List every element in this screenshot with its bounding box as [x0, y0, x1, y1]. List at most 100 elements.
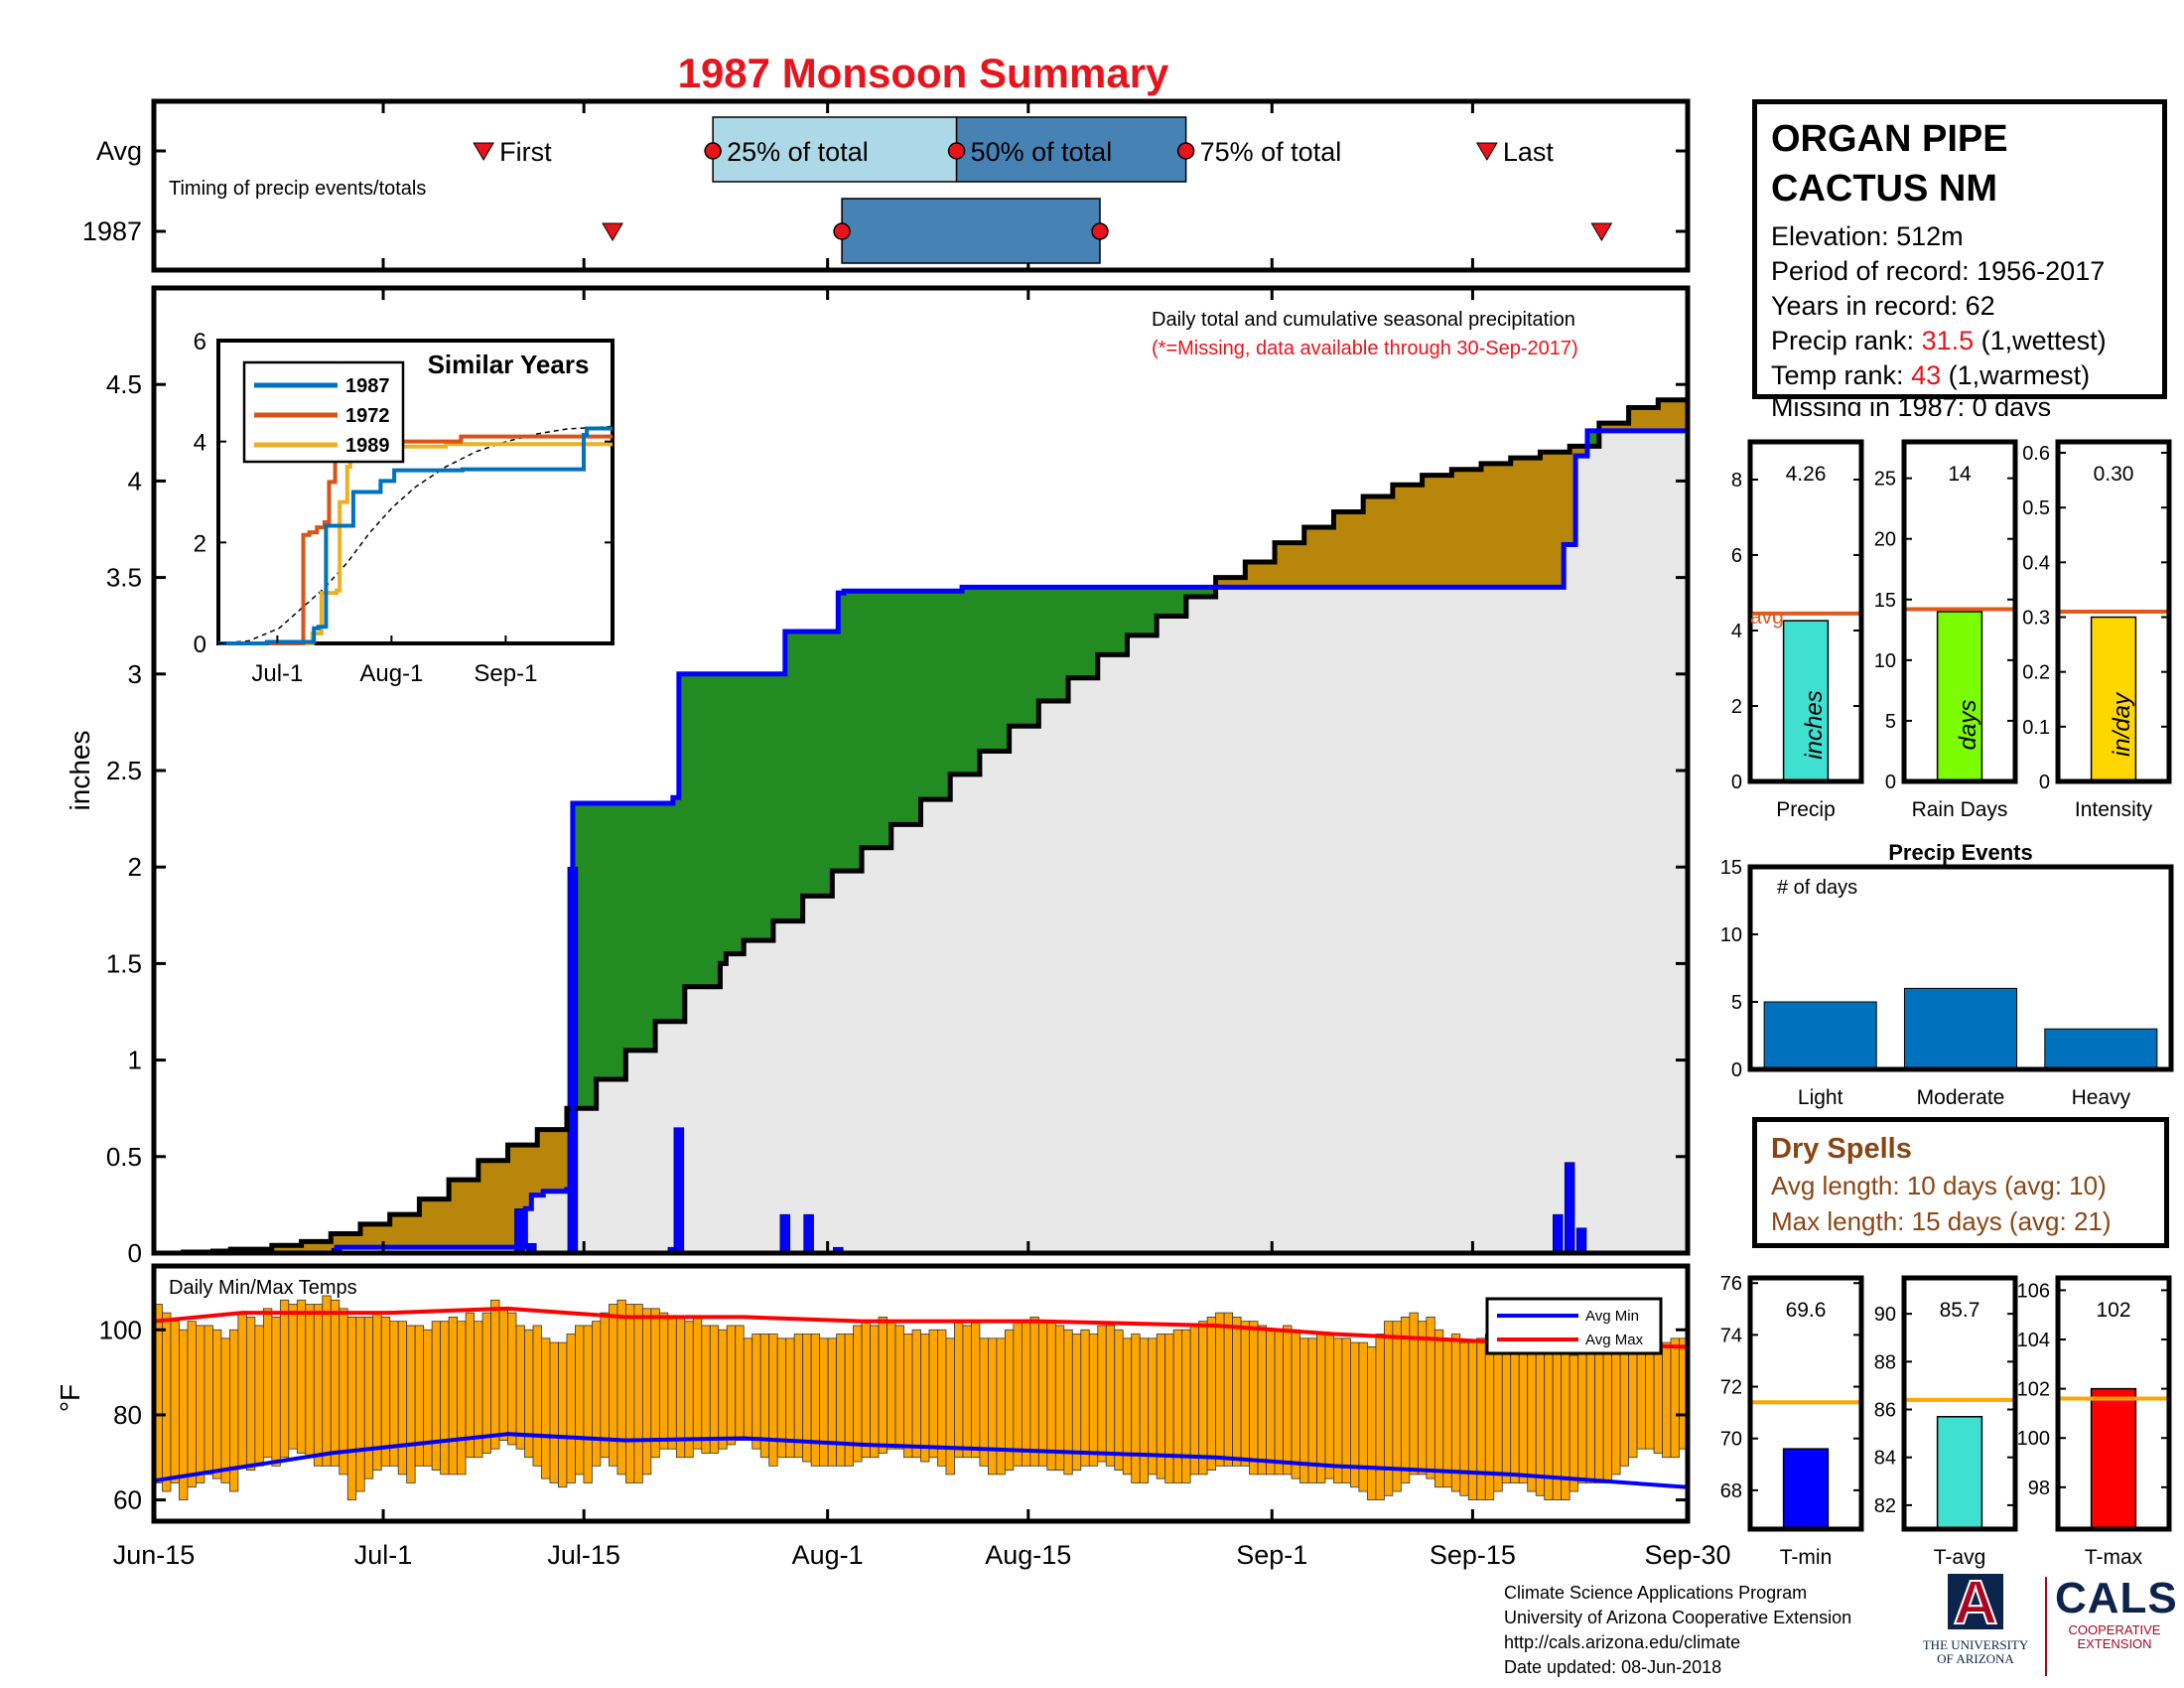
temp-legend-label: Avg Min — [1585, 1308, 1639, 1325]
temp-day-bar — [288, 1304, 298, 1450]
stat-intensity-ytick-label: 0.3 — [2022, 608, 2050, 630]
temp-day-bar — [498, 1308, 508, 1442]
temp-day-bar — [507, 1312, 517, 1446]
precip-ytick-label: 1 — [128, 1046, 142, 1075]
temp-rank-value: 43 — [1911, 360, 1942, 390]
temp-day-bar — [196, 1325, 205, 1483]
daily-precip-bar — [1553, 1213, 1564, 1254]
temp-day-bar — [558, 1341, 568, 1488]
temp-day-bar — [624, 1304, 635, 1483]
temp-day-bar — [650, 1308, 660, 1459]
similar-years-inset: 0 2 4 6 Jul-1 Aug-1 Sep-1 Similar Years 1987 1972… — [194, 329, 614, 687]
station-name-2: CACTUS NM — [1771, 168, 1997, 210]
temp-day-bar — [878, 1317, 887, 1454]
university-logo-mark: A — [1948, 1568, 2003, 1638]
temp-day-bar — [1274, 1329, 1284, 1476]
events-category-label: Heavy — [2072, 1086, 2131, 1109]
ua-logo-letter: A — [1954, 1569, 1998, 1637]
stat-rain-days-value-label: 14 — [1948, 463, 1972, 486]
temp-day-bar — [330, 1299, 341, 1467]
stat-avg-label: avg — [1750, 606, 1784, 629]
stat-unit-label: days — [1955, 700, 1981, 751]
temp-day-bar — [894, 1325, 904, 1450]
tstat-t-min-bar — [1782, 1448, 1830, 1530]
inset-xtick-label: Sep-1 — [474, 660, 537, 687]
temp-day-bar — [440, 1321, 450, 1476]
tstat-t-min-value-label: 69.6 — [1786, 1299, 1827, 1322]
events-bar-light — [1763, 1001, 1877, 1070]
temp-day-bar — [1257, 1325, 1267, 1476]
temp-day-bar — [465, 1312, 475, 1459]
temp-day-bar — [793, 1334, 804, 1459]
tstat-t-avg-ytick-label: 82 — [1874, 1495, 1896, 1517]
temp-day-bar — [920, 1334, 930, 1463]
tstat-t-min-category-label: T-min — [1780, 1546, 1833, 1569]
temp-day-bar — [1206, 1317, 1217, 1472]
temp-day-bar — [397, 1321, 408, 1476]
temp-day-bar — [532, 1325, 542, 1467]
inset-ytick-label: 4 — [194, 430, 206, 457]
timing-avg-box-low — [712, 116, 958, 183]
stat-intensity-value-label: 0.30 — [2094, 463, 2134, 486]
stat-precip-ytick-label: 0 — [1731, 772, 1742, 793]
temp-day-bar — [616, 1299, 626, 1476]
date-axis-label: Sep-1 — [1236, 1540, 1307, 1570]
inset-ytick-label: 2 — [194, 530, 206, 557]
date-axis-label: Sep-30 — [1644, 1540, 1730, 1570]
date-axis-label: Jun-15 — [113, 1540, 196, 1570]
tstat-t-max-ytick-label: 104 — [2017, 1330, 2050, 1351]
stat-rain-days-ytick-label: 15 — [1874, 590, 1896, 612]
temp-day-bar — [1021, 1321, 1031, 1467]
temp-day-bar — [1266, 1329, 1276, 1476]
stat-unit-label: inches — [1801, 690, 1828, 759]
stat-rain-days-ytick-label: 20 — [1874, 529, 1896, 551]
precip-ytick-label: 4.5 — [106, 369, 142, 399]
temp-day-bar — [641, 1308, 652, 1476]
tstat-t-max-bar — [2090, 1387, 2137, 1530]
daily-precip-bar — [803, 1213, 814, 1254]
temp-day-bar — [1240, 1321, 1250, 1467]
temp-day-bar — [1316, 1334, 1326, 1483]
timing-1987-last-marker — [1590, 222, 1613, 241]
precip-area-common — [154, 430, 1688, 1253]
station-years: Years in record: 62 — [1771, 291, 1995, 321]
stat-rain-days-category-label: Rain Days — [1912, 798, 2008, 821]
stat-intensity-category-label: Intensity — [2075, 798, 2153, 821]
temp-day-bar — [583, 1325, 593, 1483]
stat-precip-ytick-label: 4 — [1731, 621, 1742, 642]
daily-precip-bar — [1564, 1162, 1575, 1254]
temp-day-bar — [1097, 1325, 1107, 1463]
footer-line-3[interactable]: http://cals.arizona.edu/climate — [1504, 1632, 1741, 1652]
date-axis-label: Aug-1 — [792, 1540, 864, 1570]
temp-day-bar — [709, 1325, 720, 1454]
precip-ylabel: inches — [65, 731, 95, 811]
temp-day-bar — [962, 1325, 972, 1459]
tstat-t-avg-ytick-label: 88 — [1874, 1351, 1896, 1373]
date-axis-label: Jul-1 — [354, 1540, 413, 1570]
timing-row-label-1987: 1987 — [82, 216, 142, 246]
temp-day-bar — [1476, 1337, 1486, 1500]
stat-rain-days-bar — [1936, 611, 1983, 782]
timing-avg-last-marker — [1475, 142, 1498, 161]
temp-day-bar — [313, 1304, 324, 1467]
tstat-t-max-ytick-label: 106 — [2017, 1280, 2050, 1302]
temp-day-bar — [658, 1312, 669, 1450]
temp-day-bar — [928, 1329, 938, 1459]
temp-day-bar — [1080, 1329, 1090, 1467]
temp-day-bar — [1283, 1325, 1293, 1476]
daily-precip-bar — [673, 1127, 685, 1254]
temp-ytick-label: 100 — [99, 1315, 142, 1344]
temp-day-bar — [718, 1329, 728, 1450]
stat-precip-bar — [1782, 620, 1830, 782]
precip-ytick-label: 1.5 — [106, 948, 142, 978]
temp-day-bar — [945, 1337, 955, 1476]
temp-day-bar — [448, 1317, 459, 1476]
temp-day-bar — [1181, 1329, 1191, 1483]
tstat-t-max-frame — [2055, 1275, 2172, 1532]
temp-day-bar — [406, 1325, 416, 1483]
temp-day-bar — [1198, 1321, 1208, 1476]
tstat-t-min-ytick-label: 70 — [1720, 1429, 1742, 1451]
temp-day-bar — [515, 1325, 525, 1450]
temp-day-bar — [162, 1312, 172, 1492]
temp-day-bar — [204, 1325, 213, 1476]
